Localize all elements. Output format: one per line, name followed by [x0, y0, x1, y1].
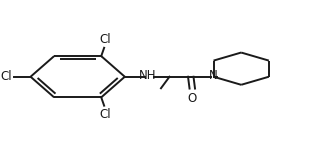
Text: Cl: Cl	[1, 70, 12, 83]
Text: Cl: Cl	[99, 33, 111, 46]
Text: O: O	[188, 92, 197, 105]
Text: NH: NH	[139, 69, 156, 82]
Text: N: N	[209, 69, 218, 82]
Text: Cl: Cl	[99, 108, 111, 121]
